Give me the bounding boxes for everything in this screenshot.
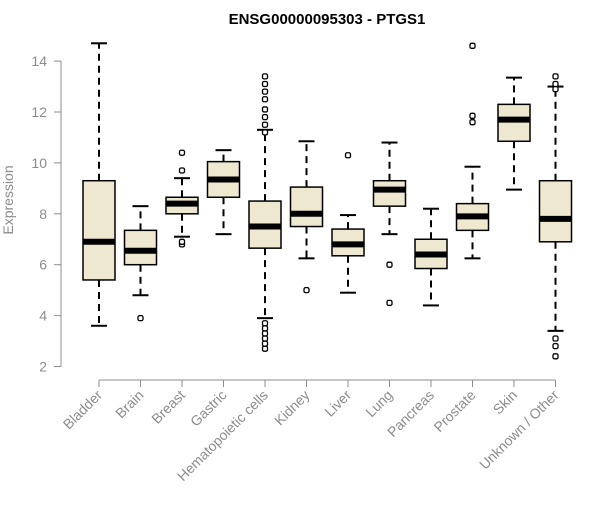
outlier-point xyxy=(261,96,269,103)
x-tick-label: Unknown / Other xyxy=(476,387,562,473)
outlier-point xyxy=(469,42,476,49)
outlier-point xyxy=(137,314,144,322)
outlier-point xyxy=(261,320,269,327)
x-tick-label: Kidney xyxy=(271,387,313,429)
outlier-point xyxy=(261,330,269,337)
y-tick-label: 8 xyxy=(39,206,47,222)
outlier-point xyxy=(552,73,559,80)
outlier-point xyxy=(469,112,476,119)
outlier-point xyxy=(344,152,352,159)
outlier-point xyxy=(552,80,559,88)
box-bladder xyxy=(82,179,116,281)
outlier-point xyxy=(261,335,269,342)
box-kidney xyxy=(289,186,324,228)
outlier-point xyxy=(178,167,186,174)
outlier-point xyxy=(178,238,186,245)
x-tick-label: Skin xyxy=(490,387,521,418)
x-tick-label: Brain xyxy=(112,387,146,421)
y-tick-label: 12 xyxy=(31,104,47,120)
outlier-point xyxy=(261,121,269,128)
y-tick-label: 6 xyxy=(39,257,47,273)
x-tick-label: Bladder xyxy=(60,387,106,433)
y-tick-label: 2 xyxy=(39,359,47,375)
outlier-point xyxy=(386,261,393,268)
x-tick-label: Liver xyxy=(321,387,354,420)
outlier-point xyxy=(261,80,269,88)
outlier-point xyxy=(552,85,559,93)
outlier-point xyxy=(261,73,269,80)
box-skin xyxy=(497,103,531,143)
outlier-point xyxy=(261,113,269,121)
outlier-point xyxy=(552,335,559,342)
x-tick-label: Prostate xyxy=(430,387,478,435)
outlier-point xyxy=(178,149,186,156)
outlier-point xyxy=(261,345,269,352)
outlier-point xyxy=(552,353,559,360)
y-tick-label: 4 xyxy=(39,308,47,324)
outlier-point xyxy=(261,340,269,347)
outlier-point xyxy=(261,129,269,136)
x-tick-label: Lung xyxy=(362,387,395,420)
box-lung xyxy=(372,179,407,207)
y-tick-label: 10 xyxy=(31,155,47,171)
outlier-point xyxy=(469,119,476,126)
outlier-point xyxy=(386,299,393,307)
chart-title: ENSG00000095303 - PTGS1 xyxy=(229,11,426,28)
box-brain xyxy=(123,229,158,266)
box-unknown-other xyxy=(538,179,573,243)
x-tick-label: Breast xyxy=(148,387,188,427)
outlier-point xyxy=(261,88,269,95)
outlier-point xyxy=(261,106,269,113)
y-axis-label: Expression xyxy=(0,165,16,234)
outlier-point xyxy=(303,286,310,294)
outlier-point xyxy=(552,342,559,350)
outlier-point xyxy=(261,325,269,332)
y-tick-label: 14 xyxy=(31,53,47,69)
